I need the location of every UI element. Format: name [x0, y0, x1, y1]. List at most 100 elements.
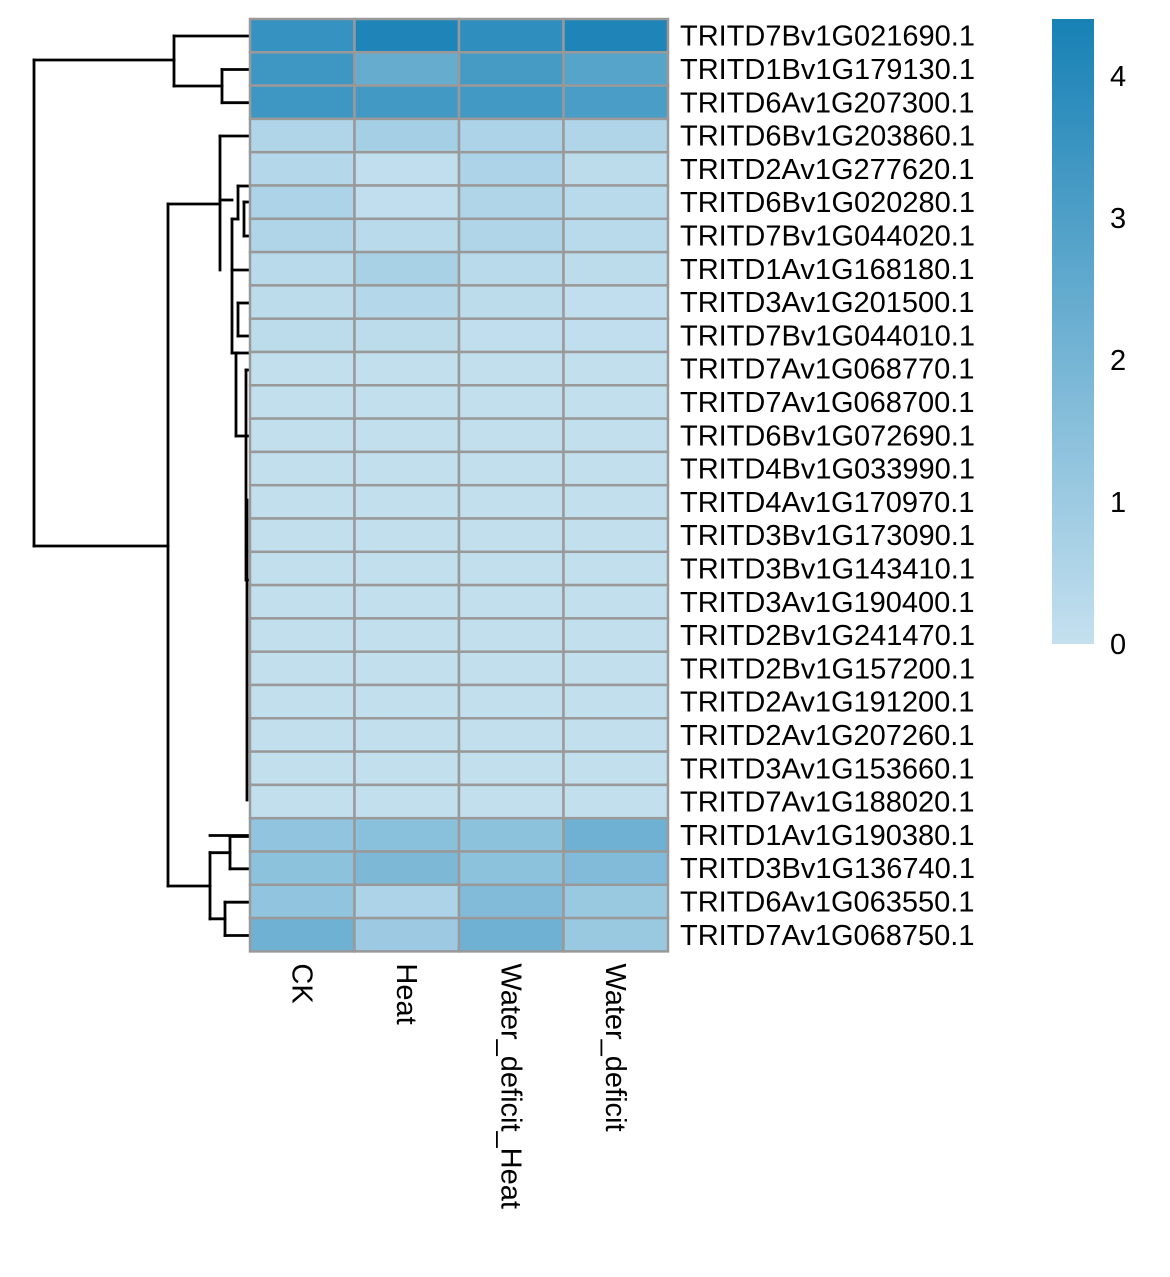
heatmap-cell	[562, 550, 670, 587]
heatmap-cell	[562, 517, 670, 554]
row-label: TRITD7Av1G068750.1	[680, 920, 974, 952]
heatmap-cell	[562, 717, 670, 753]
heatmap-cell	[457, 517, 565, 554]
heatmap-cell	[353, 117, 461, 154]
row-label: TRITD1Bv1G179130.1	[680, 54, 975, 86]
heatmap-cell	[457, 150, 565, 187]
column-label: CK	[285, 963, 317, 1004]
heatmap-cell	[353, 916, 461, 953]
row-label: TRITD2Av1G207260.1	[680, 720, 974, 752]
heatmap-cell	[457, 550, 565, 587]
heatmap-cell	[353, 850, 461, 887]
heatmap-cell	[353, 51, 461, 87]
row-label: TRITD4Bv1G033990.1	[680, 454, 975, 486]
row-label: TRITD3Av1G190400.1	[680, 587, 974, 619]
heatmap-cell	[457, 117, 565, 154]
heatmap-cell	[248, 883, 356, 920]
heatmap-cell	[457, 384, 565, 420]
heatmap-cell	[353, 617, 461, 653]
heatmap-cell	[562, 816, 670, 853]
heatmap-cell	[457, 850, 565, 887]
heatmap-cell	[353, 883, 461, 920]
heatmap-cell	[457, 650, 565, 687]
row-labels: TRITD7Bv1G021690.1TRITD1Bv1G179130.1TRIT…	[680, 21, 975, 952]
heatmap-cell	[562, 150, 670, 187]
heatmap-cell	[562, 650, 670, 687]
row-label: TRITD6Av1G207300.1	[680, 87, 974, 119]
heatmap-cell	[457, 916, 565, 953]
row-label: TRITD3Bv1G143410.1	[680, 553, 975, 585]
row-label: TRITD4Av1G170970.1	[680, 487, 974, 519]
heatmap-cell	[248, 783, 356, 820]
heatmap-cell	[457, 350, 565, 387]
legend-ticks: 0 1 2 3 4	[1110, 61, 1126, 661]
heatmap-cell	[562, 250, 670, 287]
heatmap-cell	[457, 84, 565, 121]
column-label: Heat	[390, 963, 422, 1024]
heatmap-cell	[353, 417, 461, 454]
heatmap-cell	[248, 217, 356, 254]
row-label: TRITD1Av1G168180.1	[680, 254, 974, 286]
heatmap-cell	[353, 483, 461, 520]
heatmap-cell	[562, 417, 670, 454]
heatmap-cell	[248, 550, 356, 587]
legend-tick-label: 2	[1110, 345, 1126, 377]
row-label: TRITD3Av1G153660.1	[680, 753, 974, 785]
heatmap-cell	[248, 284, 356, 320]
heatmap-cell	[562, 750, 670, 787]
heatmap-cell	[248, 517, 356, 554]
heatmap-cell	[562, 317, 670, 354]
row-label: TRITD7Bv1G021690.1	[680, 21, 975, 53]
heatmap-cell	[457, 883, 565, 920]
heatmap-cell	[562, 84, 670, 121]
heatmap-cell	[562, 117, 670, 154]
legend-tick-label: 4	[1110, 61, 1126, 93]
heatmap-cell	[562, 883, 670, 920]
heatmap-cell	[353, 717, 461, 753]
color-legend: 0 1 2 3 4	[1052, 19, 1126, 661]
heatmap-cell	[248, 617, 356, 653]
heatmap-cell	[248, 184, 356, 221]
heatmap-cells	[248, 17, 670, 953]
heatmap-cell	[353, 783, 461, 820]
heatmap-cell	[353, 683, 461, 720]
heatmap-cell	[457, 450, 565, 487]
heatmap-cell	[457, 750, 565, 787]
heatmap-cell	[353, 350, 461, 387]
heatmap-cell	[562, 583, 670, 620]
column-label: Water_deficit	[599, 963, 631, 1131]
heatmap-cell	[353, 250, 461, 287]
row-label: TRITD2Av1G191200.1	[680, 687, 974, 719]
row-label: TRITD1Av1G190380.1	[680, 820, 974, 852]
heatmap-cell	[457, 816, 565, 853]
heatmap-cell	[562, 617, 670, 653]
heatmap-cell	[353, 583, 461, 620]
heatmap-cell	[248, 683, 356, 720]
heatmap-cell	[353, 184, 461, 221]
legend-tick-label: 0	[1110, 629, 1126, 661]
heatmap-cell	[248, 17, 356, 54]
heatmap-cell	[562, 683, 670, 720]
legend-tick-label: 1	[1110, 487, 1126, 519]
column-label: Water_deficit_Heat	[494, 963, 526, 1209]
row-label: TRITD2Bv1G157200.1	[680, 653, 975, 685]
heatmap-cell	[353, 17, 461, 54]
heatmap-cell	[562, 483, 670, 520]
legend-tick-label: 3	[1110, 203, 1126, 235]
heatmap-cell	[562, 217, 670, 254]
heatmap-cell	[353, 650, 461, 687]
heatmap-cell	[562, 350, 670, 387]
row-label: TRITD7Av1G068770.1	[680, 354, 974, 386]
heatmap-cell	[353, 517, 461, 554]
row-label: TRITD3Av1G201500.1	[680, 287, 974, 319]
heatmap-cell	[248, 250, 356, 287]
heatmap-cell	[248, 717, 356, 753]
heatmap-cell	[562, 384, 670, 420]
heatmap-cell	[562, 184, 670, 221]
heatmap-cell	[248, 450, 356, 487]
heatmap-cell	[248, 51, 356, 87]
heatmap-cell	[353, 217, 461, 254]
heatmap-cell	[248, 483, 356, 520]
row-label: TRITD7Av1G188020.1	[680, 787, 974, 819]
